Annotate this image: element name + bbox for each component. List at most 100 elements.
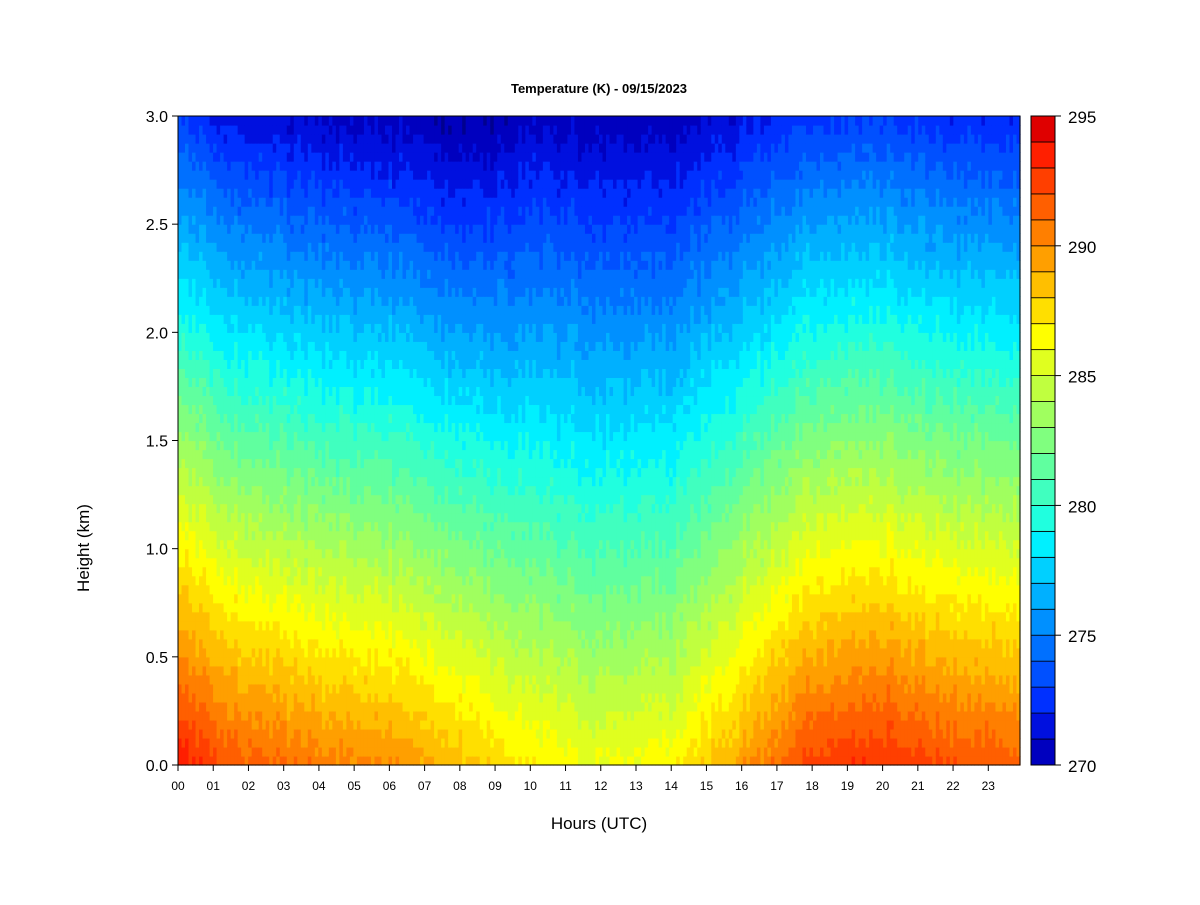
heatmap-cell bbox=[227, 296, 232, 306]
heatmap-cell bbox=[328, 584, 333, 595]
heatmap-cell bbox=[367, 197, 372, 207]
heatmap-cell bbox=[304, 647, 309, 658]
heatmap-cell bbox=[178, 188, 183, 198]
heatmap-cell bbox=[325, 620, 330, 631]
heatmap-cell bbox=[416, 305, 421, 315]
heatmap-cell bbox=[304, 116, 309, 126]
heatmap-cell bbox=[318, 170, 323, 180]
heatmap-cell bbox=[409, 332, 414, 342]
heatmap-cell bbox=[227, 620, 232, 631]
heatmap-cell bbox=[304, 242, 309, 252]
heatmap-cell bbox=[311, 449, 316, 460]
heatmap-cell bbox=[220, 377, 225, 388]
heatmap-cell bbox=[356, 548, 362, 559]
heatmap-cell bbox=[325, 440, 330, 451]
heatmap-cell bbox=[283, 125, 288, 135]
heatmap-cell bbox=[206, 728, 211, 739]
heatmap-cell bbox=[318, 638, 323, 649]
heatmap-cell bbox=[363, 737, 369, 748]
heatmap-cell bbox=[409, 125, 414, 135]
heatmap-cell bbox=[413, 332, 418, 342]
heatmap-cell bbox=[360, 602, 365, 613]
heatmap-cell bbox=[360, 719, 365, 730]
heatmap-cell bbox=[349, 377, 355, 388]
heatmap-cell bbox=[241, 467, 246, 478]
heatmap-cell bbox=[244, 377, 249, 388]
heatmap-cell bbox=[314, 629, 319, 640]
heatmap-cell bbox=[213, 629, 218, 640]
heatmap-cell bbox=[195, 170, 200, 180]
heatmap-cell bbox=[392, 197, 397, 207]
heatmap-cell bbox=[178, 692, 183, 703]
heatmap-cell bbox=[353, 575, 358, 586]
heatmap-cell bbox=[311, 152, 316, 162]
heatmap-cell bbox=[318, 143, 323, 153]
heatmap-cell bbox=[416, 323, 421, 333]
heatmap-cell bbox=[367, 638, 372, 649]
heatmap-cell bbox=[304, 179, 309, 189]
heatmap-cell bbox=[395, 179, 400, 189]
heatmap-cell bbox=[384, 665, 390, 676]
heatmap-cell bbox=[349, 260, 355, 270]
heatmap-cell bbox=[409, 737, 414, 748]
heatmap-cell bbox=[381, 431, 386, 442]
heatmap-cell bbox=[332, 602, 337, 613]
heatmap-cell bbox=[227, 458, 232, 469]
heatmap-cell bbox=[349, 719, 355, 730]
heatmap-cell bbox=[413, 242, 418, 252]
heatmap-cell bbox=[199, 629, 204, 640]
heatmap-cell bbox=[213, 323, 218, 333]
heatmap-cell bbox=[321, 449, 326, 460]
heatmap-cell bbox=[399, 638, 404, 649]
heatmap-cell bbox=[297, 323, 302, 333]
heatmap-cell bbox=[332, 323, 337, 333]
heatmap-cell bbox=[335, 683, 340, 694]
heatmap-cell bbox=[349, 728, 355, 739]
heatmap-cell bbox=[420, 737, 425, 748]
heatmap-cell bbox=[290, 674, 295, 685]
heatmap-cell bbox=[241, 368, 246, 378]
heatmap-cell bbox=[325, 728, 330, 739]
heatmap-cell bbox=[416, 278, 421, 288]
heatmap-cell bbox=[367, 728, 372, 739]
heatmap-cell bbox=[216, 584, 221, 595]
heatmap-cell bbox=[346, 404, 351, 415]
heatmap-cell bbox=[335, 368, 340, 378]
heatmap-cell bbox=[265, 467, 270, 478]
heatmap-cell bbox=[399, 485, 404, 496]
heatmap-cell bbox=[178, 629, 183, 640]
heatmap-cell bbox=[220, 548, 225, 559]
heatmap-cell bbox=[367, 206, 372, 216]
heatmap-cell bbox=[279, 485, 284, 496]
heatmap-cell bbox=[392, 242, 397, 252]
heatmap-cell bbox=[395, 332, 400, 342]
heatmap-cell bbox=[367, 512, 372, 523]
heatmap-cell bbox=[339, 278, 344, 288]
heatmap-cell bbox=[321, 539, 326, 550]
heatmap-cell bbox=[416, 350, 421, 360]
heatmap-cell bbox=[304, 134, 309, 144]
heatmap-cell bbox=[181, 476, 186, 487]
heatmap-cell bbox=[297, 395, 302, 406]
heatmap-cell bbox=[349, 458, 355, 469]
heatmap-cell bbox=[363, 575, 369, 586]
heatmap-cell bbox=[241, 458, 246, 469]
heatmap-cell bbox=[332, 269, 337, 279]
heatmap-cell bbox=[181, 467, 186, 478]
heatmap-cell bbox=[370, 242, 376, 252]
heatmap-cell bbox=[384, 161, 390, 171]
heatmap-cell bbox=[356, 710, 362, 721]
heatmap-cell bbox=[181, 701, 186, 712]
heatmap-cell bbox=[269, 224, 274, 234]
heatmap-cell bbox=[188, 449, 193, 460]
heatmap-cell bbox=[413, 647, 418, 658]
heatmap-cell bbox=[234, 314, 239, 324]
heatmap-cell bbox=[406, 404, 411, 415]
heatmap-cell bbox=[206, 746, 211, 757]
heatmap-cell bbox=[321, 296, 326, 306]
heatmap-cell bbox=[367, 179, 372, 189]
heatmap-cell bbox=[279, 530, 284, 541]
heatmap-cell bbox=[370, 494, 376, 505]
heatmap-cell bbox=[363, 539, 369, 550]
heatmap-cell bbox=[188, 746, 193, 757]
